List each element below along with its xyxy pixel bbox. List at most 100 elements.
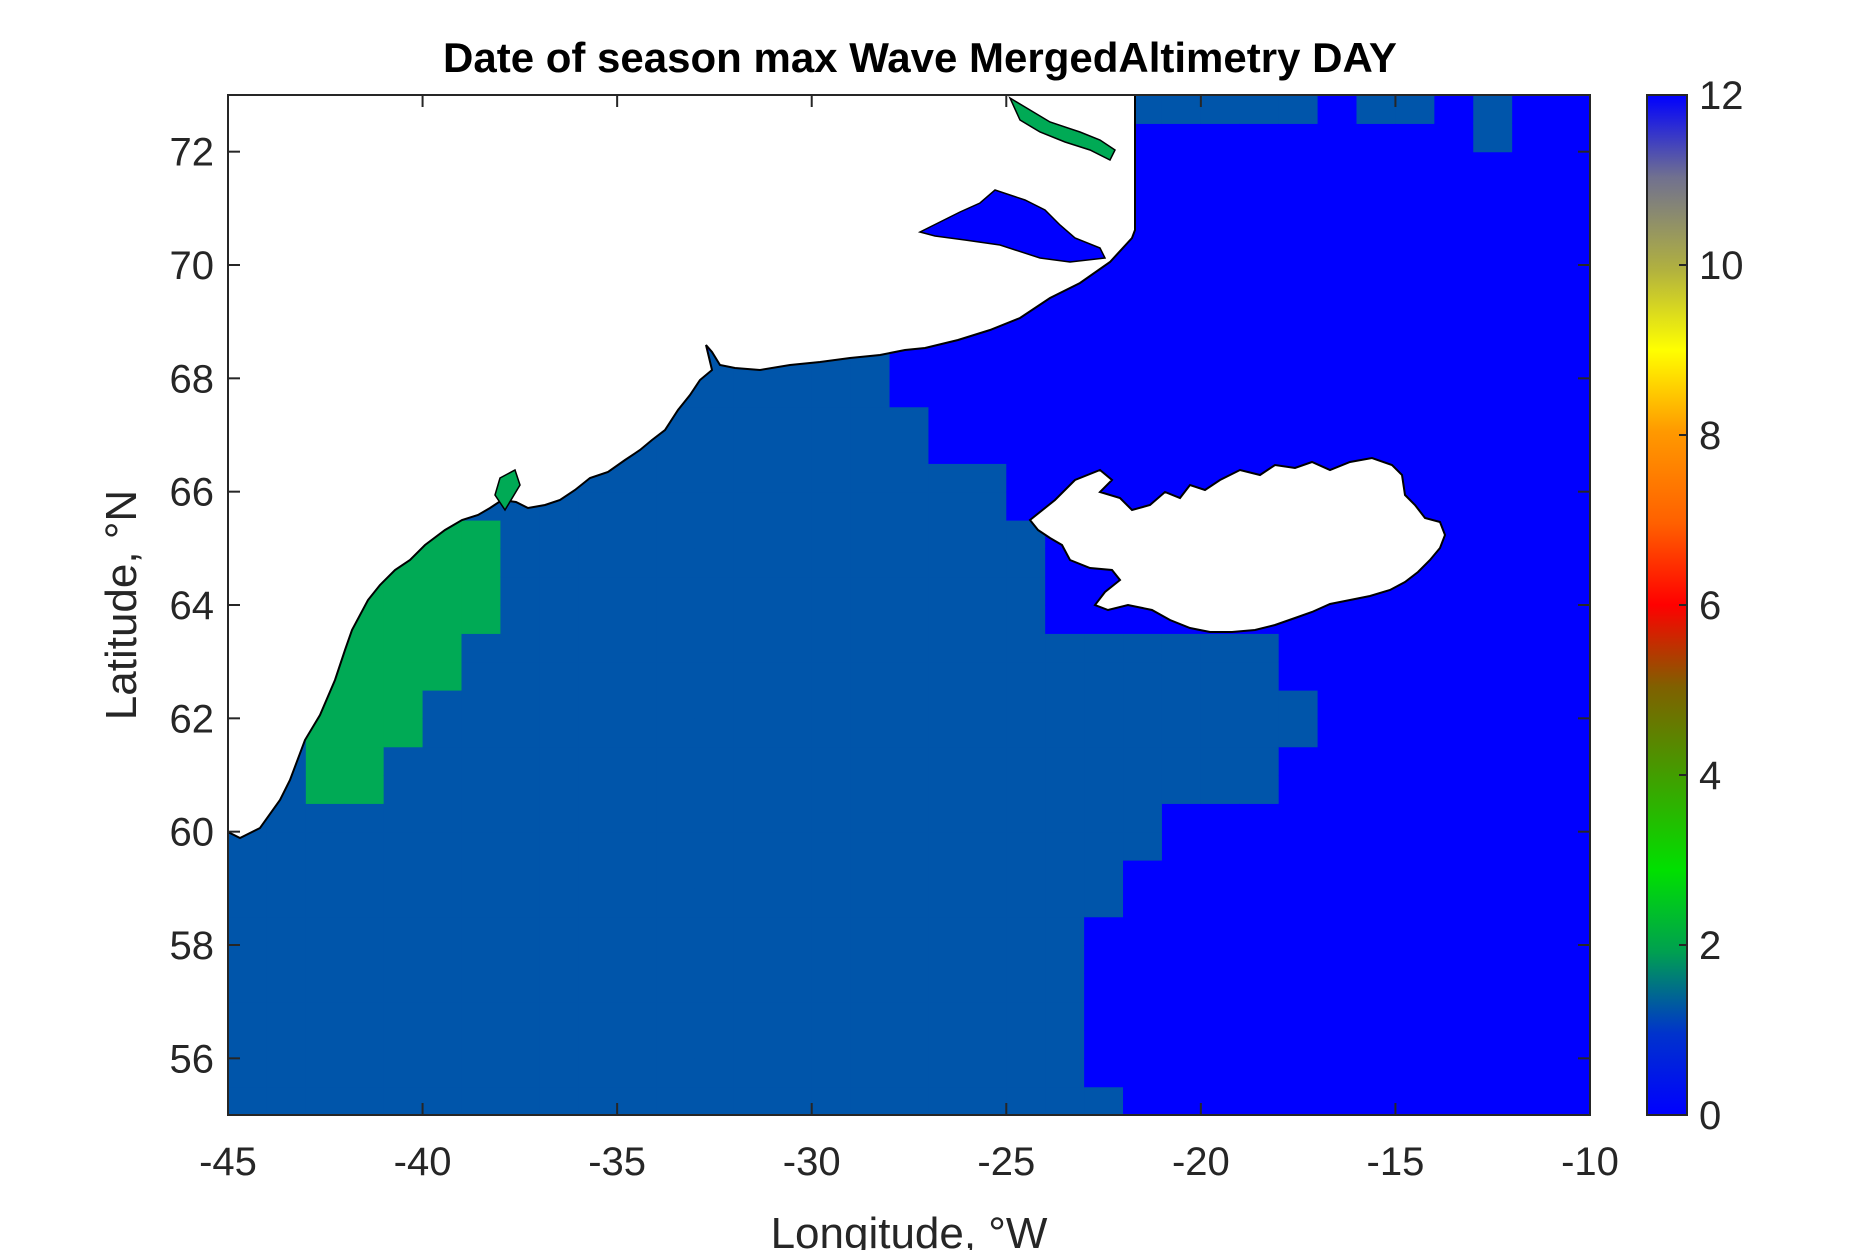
heatmap-cell [228, 916, 268, 946]
heatmap-cell [656, 435, 696, 464]
heatmap-cell [1317, 435, 1358, 464]
heatmap-cell [1200, 803, 1241, 833]
heatmap-cell [422, 775, 463, 804]
heatmap-cell [733, 435, 774, 464]
heatmap-cell [772, 491, 813, 521]
heatmap-cell [1123, 718, 1163, 748]
heatmap-cell [889, 576, 930, 606]
heatmap-cell [694, 548, 735, 578]
heatmap-cell [928, 775, 968, 804]
heatmap-cell [1278, 916, 1319, 946]
heatmap-cell [1045, 746, 1085, 776]
heatmap-cell [733, 1058, 774, 1088]
heatmap-cell [1395, 775, 1435, 804]
heatmap-cell [500, 1086, 540, 1115]
heatmap-cell [1395, 1030, 1435, 1059]
heatmap-cell [1395, 633, 1435, 663]
heatmap-cell [1551, 265, 1590, 294]
heatmap-cell [1317, 208, 1358, 238]
heatmap-cell [1161, 916, 1202, 946]
heatmap-cell [1239, 208, 1280, 238]
heatmap-cell [1356, 718, 1397, 748]
heatmap-cell [1161, 1058, 1202, 1088]
heatmap-cell [500, 831, 540, 861]
heatmap-cell [1356, 775, 1397, 804]
heatmap-cell [1084, 378, 1124, 408]
heatmap-cell [1473, 406, 1513, 436]
heatmap-cell [694, 945, 735, 974]
heatmap-cell [1317, 973, 1358, 1003]
heatmap-cell [1434, 1058, 1474, 1088]
heatmap-cell [1278, 180, 1319, 209]
heatmap-cell [1123, 406, 1163, 436]
heatmap-cell [1512, 605, 1552, 634]
heatmap-cell [850, 775, 891, 804]
heatmap-cell [656, 746, 696, 776]
heatmap-cell [811, 406, 852, 436]
heatmap-cell [461, 746, 501, 776]
colorbar-tick-label: 4 [1699, 754, 1721, 798]
heatmap-cell [811, 1030, 852, 1059]
heatmap-cell [772, 406, 813, 436]
heatmap-cell [422, 576, 463, 606]
x-tick-label: -10 [1561, 1140, 1619, 1184]
heatmap-cell [967, 520, 1007, 549]
heatmap-cell [1239, 350, 1280, 379]
heatmap-cell [1356, 265, 1397, 294]
heatmap-cell [1239, 321, 1280, 351]
heatmap-cell [1239, 378, 1280, 408]
heatmap-cell [500, 945, 540, 974]
heatmap-cell [1006, 350, 1046, 379]
heatmap-cell [656, 718, 696, 748]
heatmap-cell [1434, 860, 1474, 889]
heatmap-cell [1473, 718, 1513, 748]
heatmap-cell [228, 860, 268, 889]
heatmap-cell [928, 491, 968, 521]
heatmap-cell [1317, 746, 1358, 776]
heatmap-cell [1434, 1001, 1474, 1031]
heatmap-cell [1473, 208, 1513, 238]
heatmap-cell [1045, 321, 1085, 351]
heatmap-cell [383, 633, 424, 663]
heatmap-cell [1161, 831, 1202, 861]
heatmap-cell [1434, 1030, 1474, 1059]
heatmap-cell [1084, 1001, 1124, 1031]
heatmap-cell [1161, 1086, 1202, 1115]
heatmap-cell [1551, 1086, 1590, 1115]
heatmap-cell [1512, 661, 1552, 691]
heatmap-cell [1239, 775, 1280, 804]
heatmap-cell [617, 491, 657, 521]
heatmap-cell [1395, 265, 1435, 294]
heatmap-cell [1317, 1086, 1358, 1115]
heatmap-cell [694, 803, 735, 833]
heatmap-cell [578, 491, 618, 521]
colorbar-tick-label: 10 [1699, 244, 1744, 288]
heatmap-cell [578, 775, 618, 804]
heatmap-cell [1006, 945, 1046, 974]
heatmap-cell [461, 718, 501, 748]
heatmap-cell [1123, 1086, 1163, 1115]
heatmap-cell [1551, 123, 1590, 153]
heatmap-cell [1473, 945, 1513, 974]
heatmap-cell [889, 1001, 930, 1031]
heatmap-cell [967, 633, 1007, 663]
heatmap-cell [1473, 123, 1513, 153]
heatmap-cell [694, 916, 735, 946]
heatmap-cell [1551, 406, 1590, 436]
heatmap-cell [1356, 236, 1397, 266]
heatmap-cell [1473, 180, 1513, 209]
heatmap-cell [733, 916, 774, 946]
heatmap-cell [850, 916, 891, 946]
heatmap-cell [1006, 746, 1046, 776]
heatmap-cell [500, 576, 540, 606]
heatmap-cell [656, 803, 696, 833]
heatmap-cell [1161, 746, 1202, 776]
greenland-fjord [917, 189, 1107, 263]
heatmap-cell [733, 803, 774, 833]
heatmap-cell [967, 435, 1007, 464]
heatmap-cell [1356, 605, 1397, 634]
heatmap-cell [1551, 463, 1590, 493]
heatmap-cell [461, 1058, 501, 1088]
heatmap-cell [1512, 1001, 1552, 1031]
heatmap-cell [694, 661, 735, 691]
